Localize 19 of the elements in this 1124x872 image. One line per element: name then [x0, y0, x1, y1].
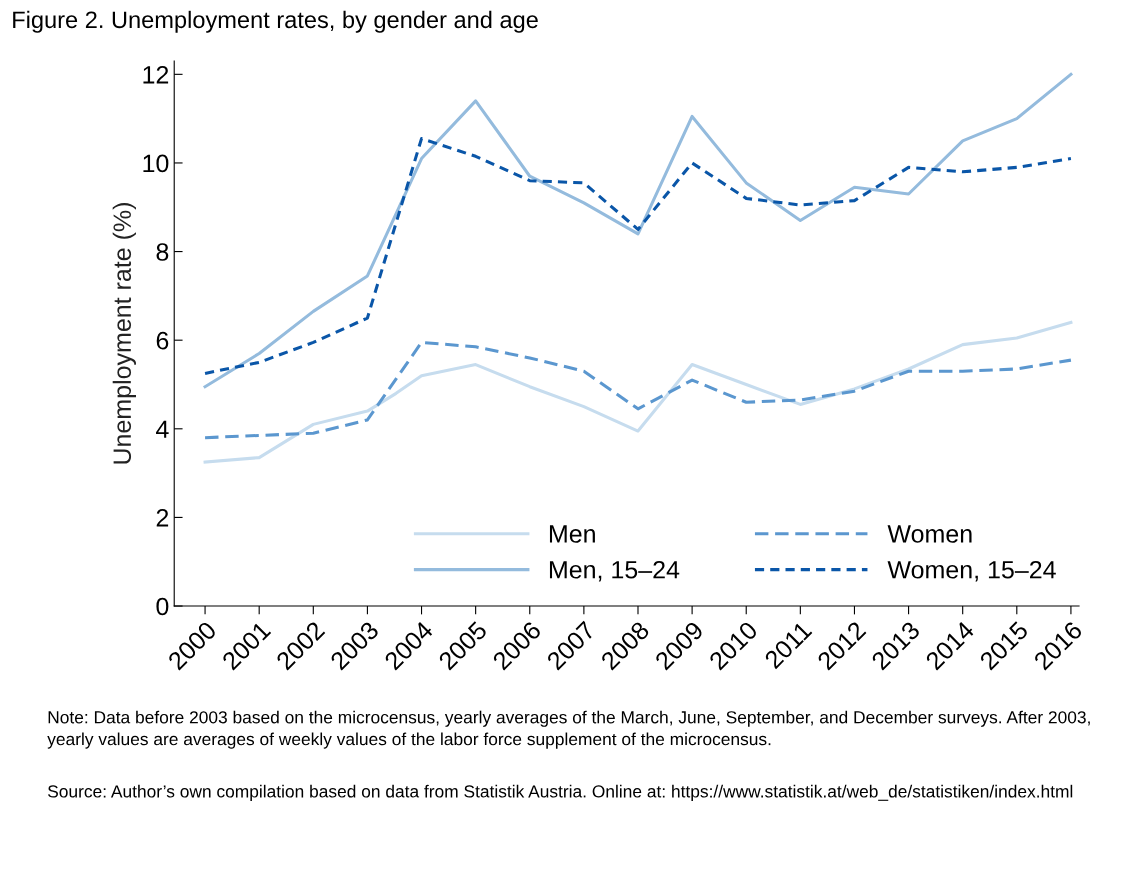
y-tick-label: 0 [156, 597, 169, 616]
y-tick-label: 12 [143, 65, 169, 84]
line-series [203, 320, 1073, 464]
y-tick-label: 2 [156, 509, 169, 527]
source-note: Source: Author’s own compilation based on data from Statistik Austria. Online at: https://www.statistik.at/web_de/statistiken/index.html [48, 784, 1073, 801]
y-tick-label: 8 [156, 243, 169, 261]
text: Note: Data before 2003 based on the microcensus, yearly averages of the March, June, September, and December surveys. After 2003, yearly values are averages of weekly values of the labor force supplement of the microcensus. [47, 710, 1090, 749]
legend-label: Men, 15–24 [549, 560, 680, 582]
legend-label: Women, 15–24 [887, 560, 1056, 582]
y-tick-label: 4 [156, 420, 169, 438]
line-series [203, 340, 1073, 440]
legend-label: Men [549, 525, 595, 543]
legend-label: Women [887, 525, 972, 543]
line-series [203, 137, 1073, 375]
line-series [203, 72, 1073, 389]
y-tick-label: 6 [156, 331, 169, 350]
chart-title: Figure 2. Unemployment rates, by gender and age [13, 10, 538, 33]
y-tick-label: 10 [143, 154, 169, 173]
y-axis-title: Unemployment rate (%) [112, 203, 136, 464]
